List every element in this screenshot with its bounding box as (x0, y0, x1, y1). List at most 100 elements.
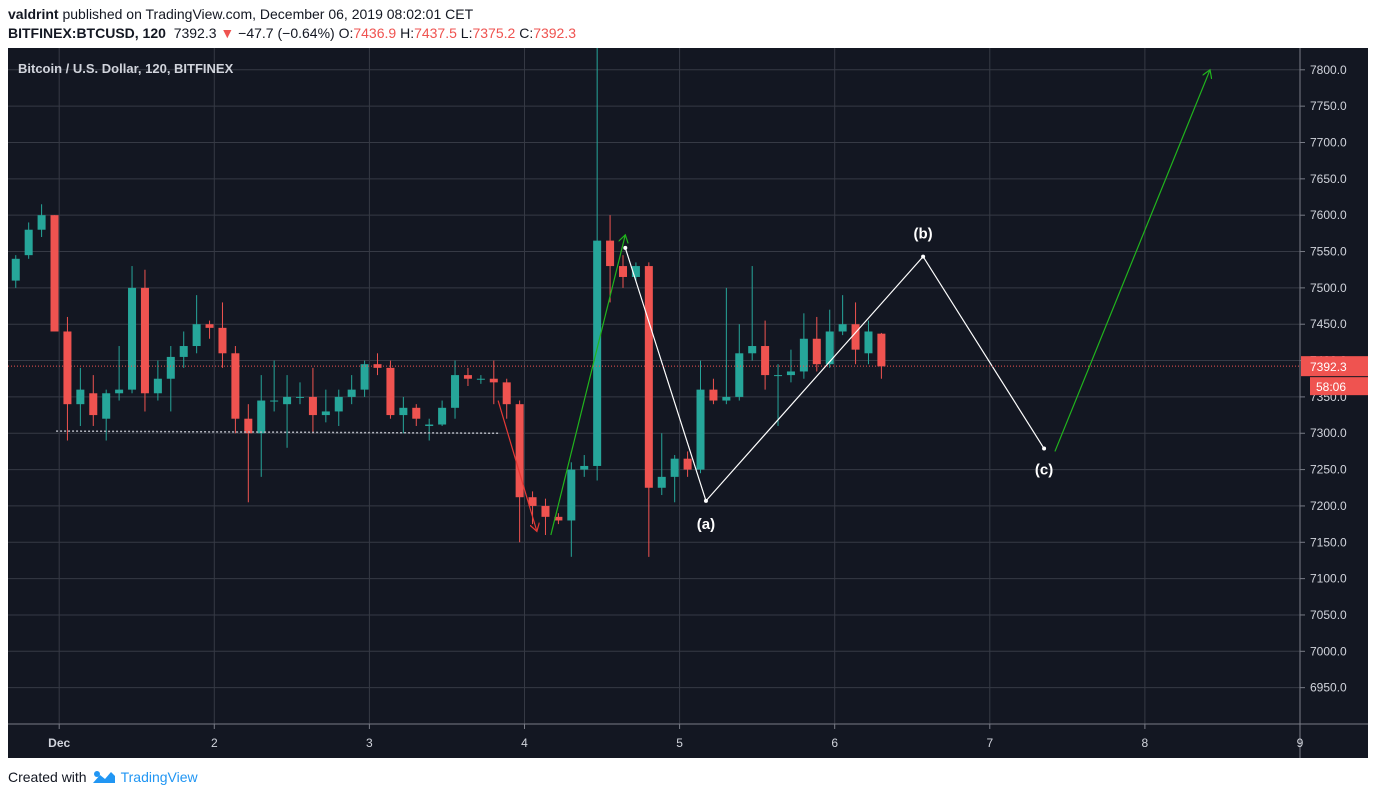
price-tick-label: 7200.0 (1310, 499, 1347, 513)
price-tick-label: 7600.0 (1310, 208, 1347, 222)
trend-arrow[interactable] (497, 400, 537, 532)
candle[interactable] (425, 418, 434, 441)
candle[interactable] (451, 360, 460, 419)
candle[interactable] (838, 295, 847, 336)
candle-body (283, 396, 292, 405)
candle[interactable] (786, 349, 795, 383)
candle[interactable] (63, 316, 72, 441)
price-tick-label: 7000.0 (1310, 644, 1347, 658)
candle[interactable] (347, 375, 356, 405)
price-tick-label: 7700.0 (1310, 135, 1347, 149)
time-tick-label: 8 (1142, 736, 1149, 750)
candle[interactable] (115, 346, 124, 401)
candle-body (554, 516, 563, 521)
candle[interactable] (877, 332, 886, 379)
candle[interactable] (89, 375, 98, 426)
time-tick-label: 4 (521, 736, 528, 750)
candle[interactable] (799, 313, 808, 379)
candle-body (438, 407, 447, 425)
candle[interactable] (37, 204, 46, 237)
candle[interactable] (218, 302, 227, 368)
candle[interactable] (709, 378, 718, 405)
candle[interactable] (24, 222, 33, 259)
candle[interactable] (554, 513, 563, 525)
trend-arrow[interactable] (550, 235, 625, 536)
candle[interactable] (864, 320, 873, 365)
candle[interactable] (102, 389, 111, 441)
candle[interactable] (748, 266, 757, 361)
candle[interactable] (140, 269, 149, 412)
wave-path[interactable] (624, 247, 1045, 503)
candle[interactable] (618, 255, 628, 288)
candle[interactable] (308, 367, 317, 434)
candle-body (877, 333, 886, 367)
candle-body (515, 404, 524, 498)
down-arrow-icon: ▼ (220, 25, 235, 41)
candle[interactable] (644, 262, 653, 557)
candle[interactable] (812, 316, 821, 372)
candle[interactable] (567, 462, 576, 557)
candle[interactable] (463, 367, 472, 386)
candle[interactable] (231, 346, 240, 434)
candle[interactable] (179, 331, 188, 368)
candle[interactable] (257, 375, 266, 477)
candle[interactable] (476, 375, 485, 384)
candle[interactable] (321, 389, 330, 423)
candle[interactable] (283, 375, 292, 448)
candle[interactable] (295, 382, 305, 405)
price-change: −47.7 (−0.64%) (238, 25, 335, 41)
candle[interactable] (657, 433, 666, 496)
candle[interactable] (670, 455, 679, 503)
author-name[interactable]: valdrint (8, 6, 59, 22)
candle-body (360, 364, 369, 390)
candle[interactable] (606, 215, 615, 303)
wave-label: (c) (1035, 462, 1053, 479)
candle[interactable] (580, 455, 589, 477)
candle[interactable] (334, 389, 343, 426)
created-with-text: Created with (8, 769, 87, 785)
candle[interactable] (489, 360, 498, 405)
price-axis[interactable]: 6950.0 7000.0 7050.0 7100.0 7150.0 7200.0 7250… (1300, 63, 1347, 695)
candle-body (295, 396, 305, 398)
candle[interactable] (76, 367, 85, 426)
candle[interactable] (761, 320, 770, 390)
candle[interactable] (128, 266, 137, 394)
candle[interactable] (386, 360, 395, 419)
candle-body (218, 327, 227, 354)
trend-arrow[interactable] (1054, 70, 1210, 452)
candle[interactable] (244, 404, 253, 503)
candle[interactable] (631, 262, 640, 281)
candle[interactable] (825, 309, 834, 368)
time-tick-label: 9 (1297, 736, 1304, 750)
candle[interactable] (270, 360, 279, 412)
candle[interactable] (502, 378, 511, 419)
candle[interactable] (50, 215, 59, 332)
candle[interactable] (360, 360, 369, 397)
candle[interactable] (438, 400, 447, 426)
candle[interactable] (541, 498, 550, 536)
price-tick-label: 7150.0 (1310, 535, 1347, 549)
support-line[interactable] (56, 430, 499, 434)
last-price-badge-bg (1301, 356, 1368, 377)
candle[interactable] (735, 324, 744, 401)
symbol-label: BITFINEX:BTCUSD, 120 (8, 25, 166, 41)
candle[interactable] (696, 360, 705, 474)
wave-point (1042, 446, 1047, 451)
candle[interactable] (399, 396, 408, 434)
candle[interactable] (774, 364, 783, 426)
candle[interactable] (412, 404, 421, 426)
candle-body (321, 411, 330, 416)
candle-body (541, 505, 550, 517)
candle[interactable] (11, 255, 20, 288)
candle-body (502, 382, 511, 405)
tradingview-brand[interactable]: TradingView (120, 769, 198, 785)
candle[interactable] (722, 287, 731, 405)
price-chart[interactable]: 6950.0 7000.0 7050.0 7100.0 7150.0 7200.0 7250… (8, 48, 1368, 758)
candle[interactable] (153, 360, 162, 401)
candle[interactable] (205, 320, 214, 339)
candle[interactable] (192, 295, 201, 354)
time-axis[interactable]: Dec 2 3 4 5 6 7 8 9 (48, 724, 1304, 750)
candle[interactable] (683, 451, 692, 477)
candle[interactable] (166, 346, 175, 412)
candle[interactable] (593, 48, 602, 481)
